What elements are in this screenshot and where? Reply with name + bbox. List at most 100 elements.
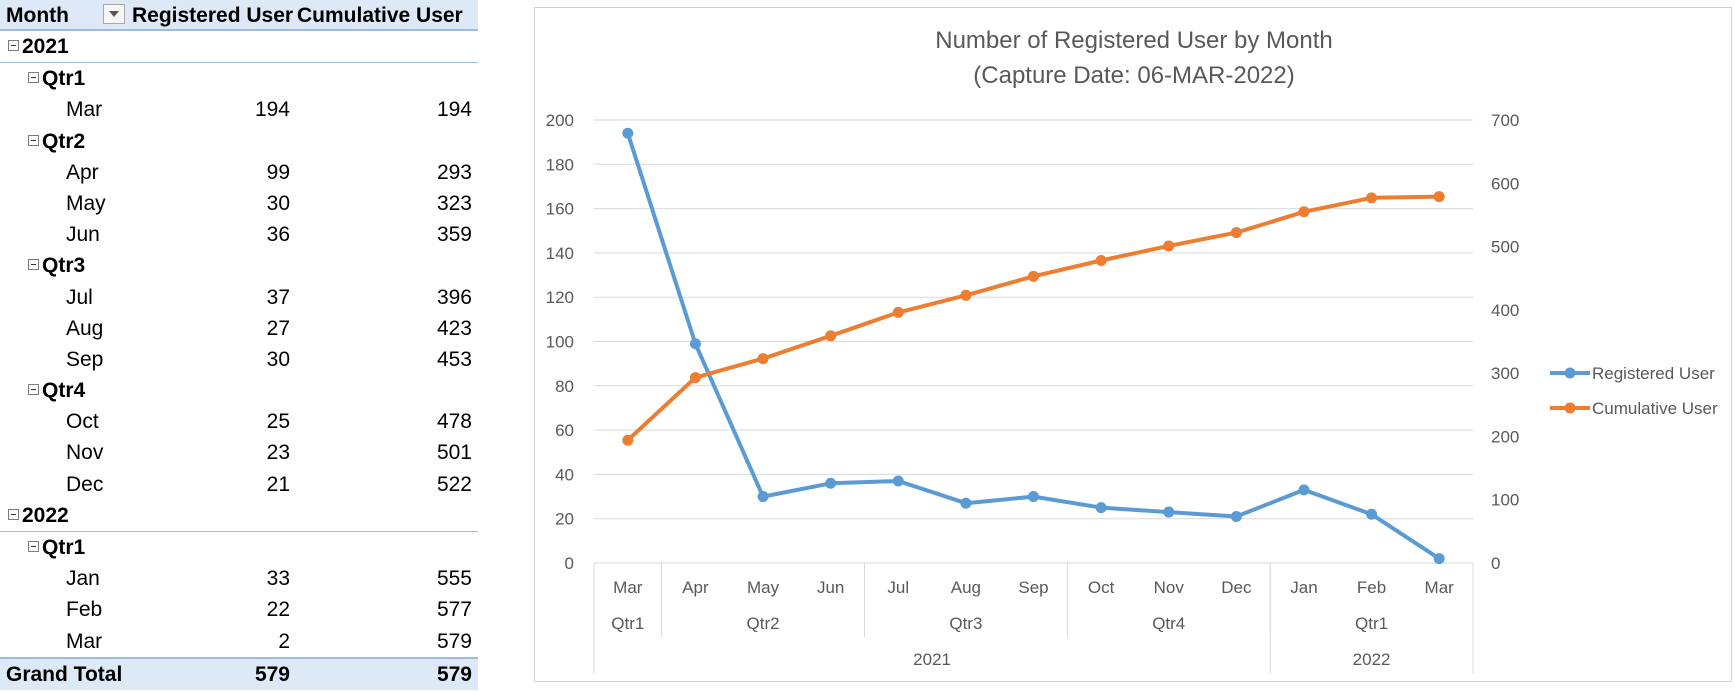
left-tick-label: 180	[546, 155, 574, 174]
left-tick-label: 120	[546, 288, 574, 307]
data-point[interactable]	[1028, 270, 1039, 282]
right-tick-label: 200	[1491, 427, 1519, 446]
legend-label: Registered User	[1592, 364, 1715, 383]
table-row: Mar 194 194	[0, 94, 478, 125]
left-tick-label: 40	[555, 465, 574, 484]
registered-cell: 30	[266, 191, 290, 215]
data-point[interactable]	[622, 434, 634, 446]
year-label: 2021	[913, 650, 951, 669]
registered-cell: 37	[266, 285, 290, 309]
collapse-toggle-icon[interactable]	[8, 39, 19, 51]
collapse-toggle-icon[interactable]	[28, 259, 39, 271]
x-tick-label: Apr	[682, 578, 709, 597]
data-point[interactable]	[1433, 553, 1445, 565]
x-tick-label: Jan	[1290, 578, 1317, 597]
data-point[interactable]	[960, 289, 972, 301]
month-label: Jun	[66, 223, 100, 247]
pivot-header-row: Month Registered User Cumulative User	[0, 0, 478, 31]
year-group-row: 2021	[0, 31, 478, 64]
data-point[interactable]	[1163, 240, 1175, 252]
collapse-toggle-icon[interactable]	[28, 134, 39, 146]
data-point[interactable]	[757, 491, 769, 503]
left-tick-label: 60	[555, 421, 574, 440]
collapse-toggle-icon[interactable]	[28, 540, 39, 552]
qtr-label: Qtr1	[42, 67, 86, 91]
series-layer	[622, 127, 1445, 565]
table-row: Jun 36 359	[0, 219, 478, 250]
data-point[interactable]	[892, 306, 904, 318]
x-tick-label: Sep	[1018, 578, 1048, 597]
registered-cell: 23	[266, 441, 290, 465]
data-point[interactable]	[1298, 206, 1310, 218]
table-row: Nov 23 501	[0, 437, 478, 468]
data-point[interactable]	[825, 477, 837, 489]
x-tick-label: Mar	[613, 578, 643, 597]
right-tick-label: 100	[1491, 491, 1519, 510]
registered-cell: 2	[278, 629, 290, 653]
registered-header: Registered User	[132, 4, 294, 27]
month-label: Mar	[66, 629, 103, 653]
legend-item-1[interactable]: Cumulative User	[1550, 399, 1718, 418]
data-point[interactable]	[1163, 506, 1175, 518]
legend[interactable]: Registered User Cumulative User	[1550, 364, 1718, 418]
quarter-label: Qtr3	[949, 614, 982, 633]
data-point[interactable]	[1298, 484, 1310, 496]
x-tick-label: Oct	[1088, 578, 1115, 597]
data-point[interactable]	[1230, 227, 1242, 239]
grand-total-row: Grand Total 579 579	[0, 656, 478, 690]
data-point[interactable]	[1095, 502, 1107, 514]
cumulative-cell: 359	[436, 223, 472, 247]
data-point[interactable]	[757, 353, 769, 365]
cumulative-cell: 293	[436, 160, 472, 184]
x-tick-label: Nov	[1154, 578, 1185, 597]
data-point[interactable]	[1366, 192, 1378, 204]
data-point[interactable]	[622, 127, 634, 139]
registered-cell: 22	[266, 598, 290, 622]
cumulative-cell: 501	[436, 441, 472, 465]
cumulative-cell: 577	[436, 598, 472, 622]
registered-cell: 25	[266, 410, 290, 434]
registered-cell: 27	[266, 316, 290, 340]
right-tick-label: 0	[1491, 554, 1500, 573]
data-point[interactable]	[1433, 191, 1445, 203]
table-row: Dec 21 522	[0, 469, 478, 500]
table-row: Feb 22 577	[0, 594, 478, 625]
data-point[interactable]	[892, 475, 904, 487]
collapse-toggle-icon[interactable]	[28, 384, 39, 396]
data-point[interactable]	[689, 372, 701, 384]
collapse-toggle-icon[interactable]	[8, 508, 19, 520]
data-point[interactable]	[1095, 254, 1107, 266]
legend-item-0[interactable]: Registered User	[1550, 364, 1715, 383]
qtr-label: Qtr2	[42, 129, 86, 153]
legend-label: Cumulative User	[1592, 399, 1718, 418]
x-tick-label: May	[747, 578, 780, 597]
table-row: May 30 323	[0, 188, 478, 219]
cumulative-header: Cumulative User	[297, 4, 463, 27]
registered-cell: 33	[266, 567, 290, 591]
left-tick-label: 0	[565, 554, 574, 573]
cumulative-cell: 579	[436, 629, 472, 653]
collapse-toggle-icon[interactable]	[28, 72, 39, 84]
right-tick-label: 400	[1491, 301, 1519, 320]
chart-subtitle: (Capture Date: 06-MAR-2022)	[973, 62, 1294, 89]
data-point[interactable]	[1230, 510, 1242, 522]
data-point[interactable]	[960, 497, 972, 509]
data-point[interactable]	[825, 330, 837, 342]
registered-cell: 36	[266, 223, 290, 247]
cumulative-cell: 194	[436, 98, 472, 122]
x-tick-label: Feb	[1357, 578, 1386, 597]
x-tick-label: Jul	[887, 578, 909, 597]
month-header: Month	[6, 4, 69, 27]
month-label: Nov	[66, 441, 104, 465]
line-chart[interactable]: Number of Registered User by Month (Capt…	[534, 7, 1732, 682]
table-row: Sep 30 453	[0, 344, 478, 375]
data-point[interactable]	[1028, 491, 1039, 503]
cumulative-cell: 423	[436, 316, 472, 340]
data-point[interactable]	[689, 338, 701, 350]
month-label: Apr	[66, 160, 99, 184]
right-tick-label: 700	[1491, 111, 1519, 130]
month-label: Jan	[66, 567, 100, 591]
month-filter-dropdown-button[interactable]	[103, 4, 125, 24]
year-label: 2021	[22, 35, 69, 58]
data-point[interactable]	[1366, 508, 1378, 520]
